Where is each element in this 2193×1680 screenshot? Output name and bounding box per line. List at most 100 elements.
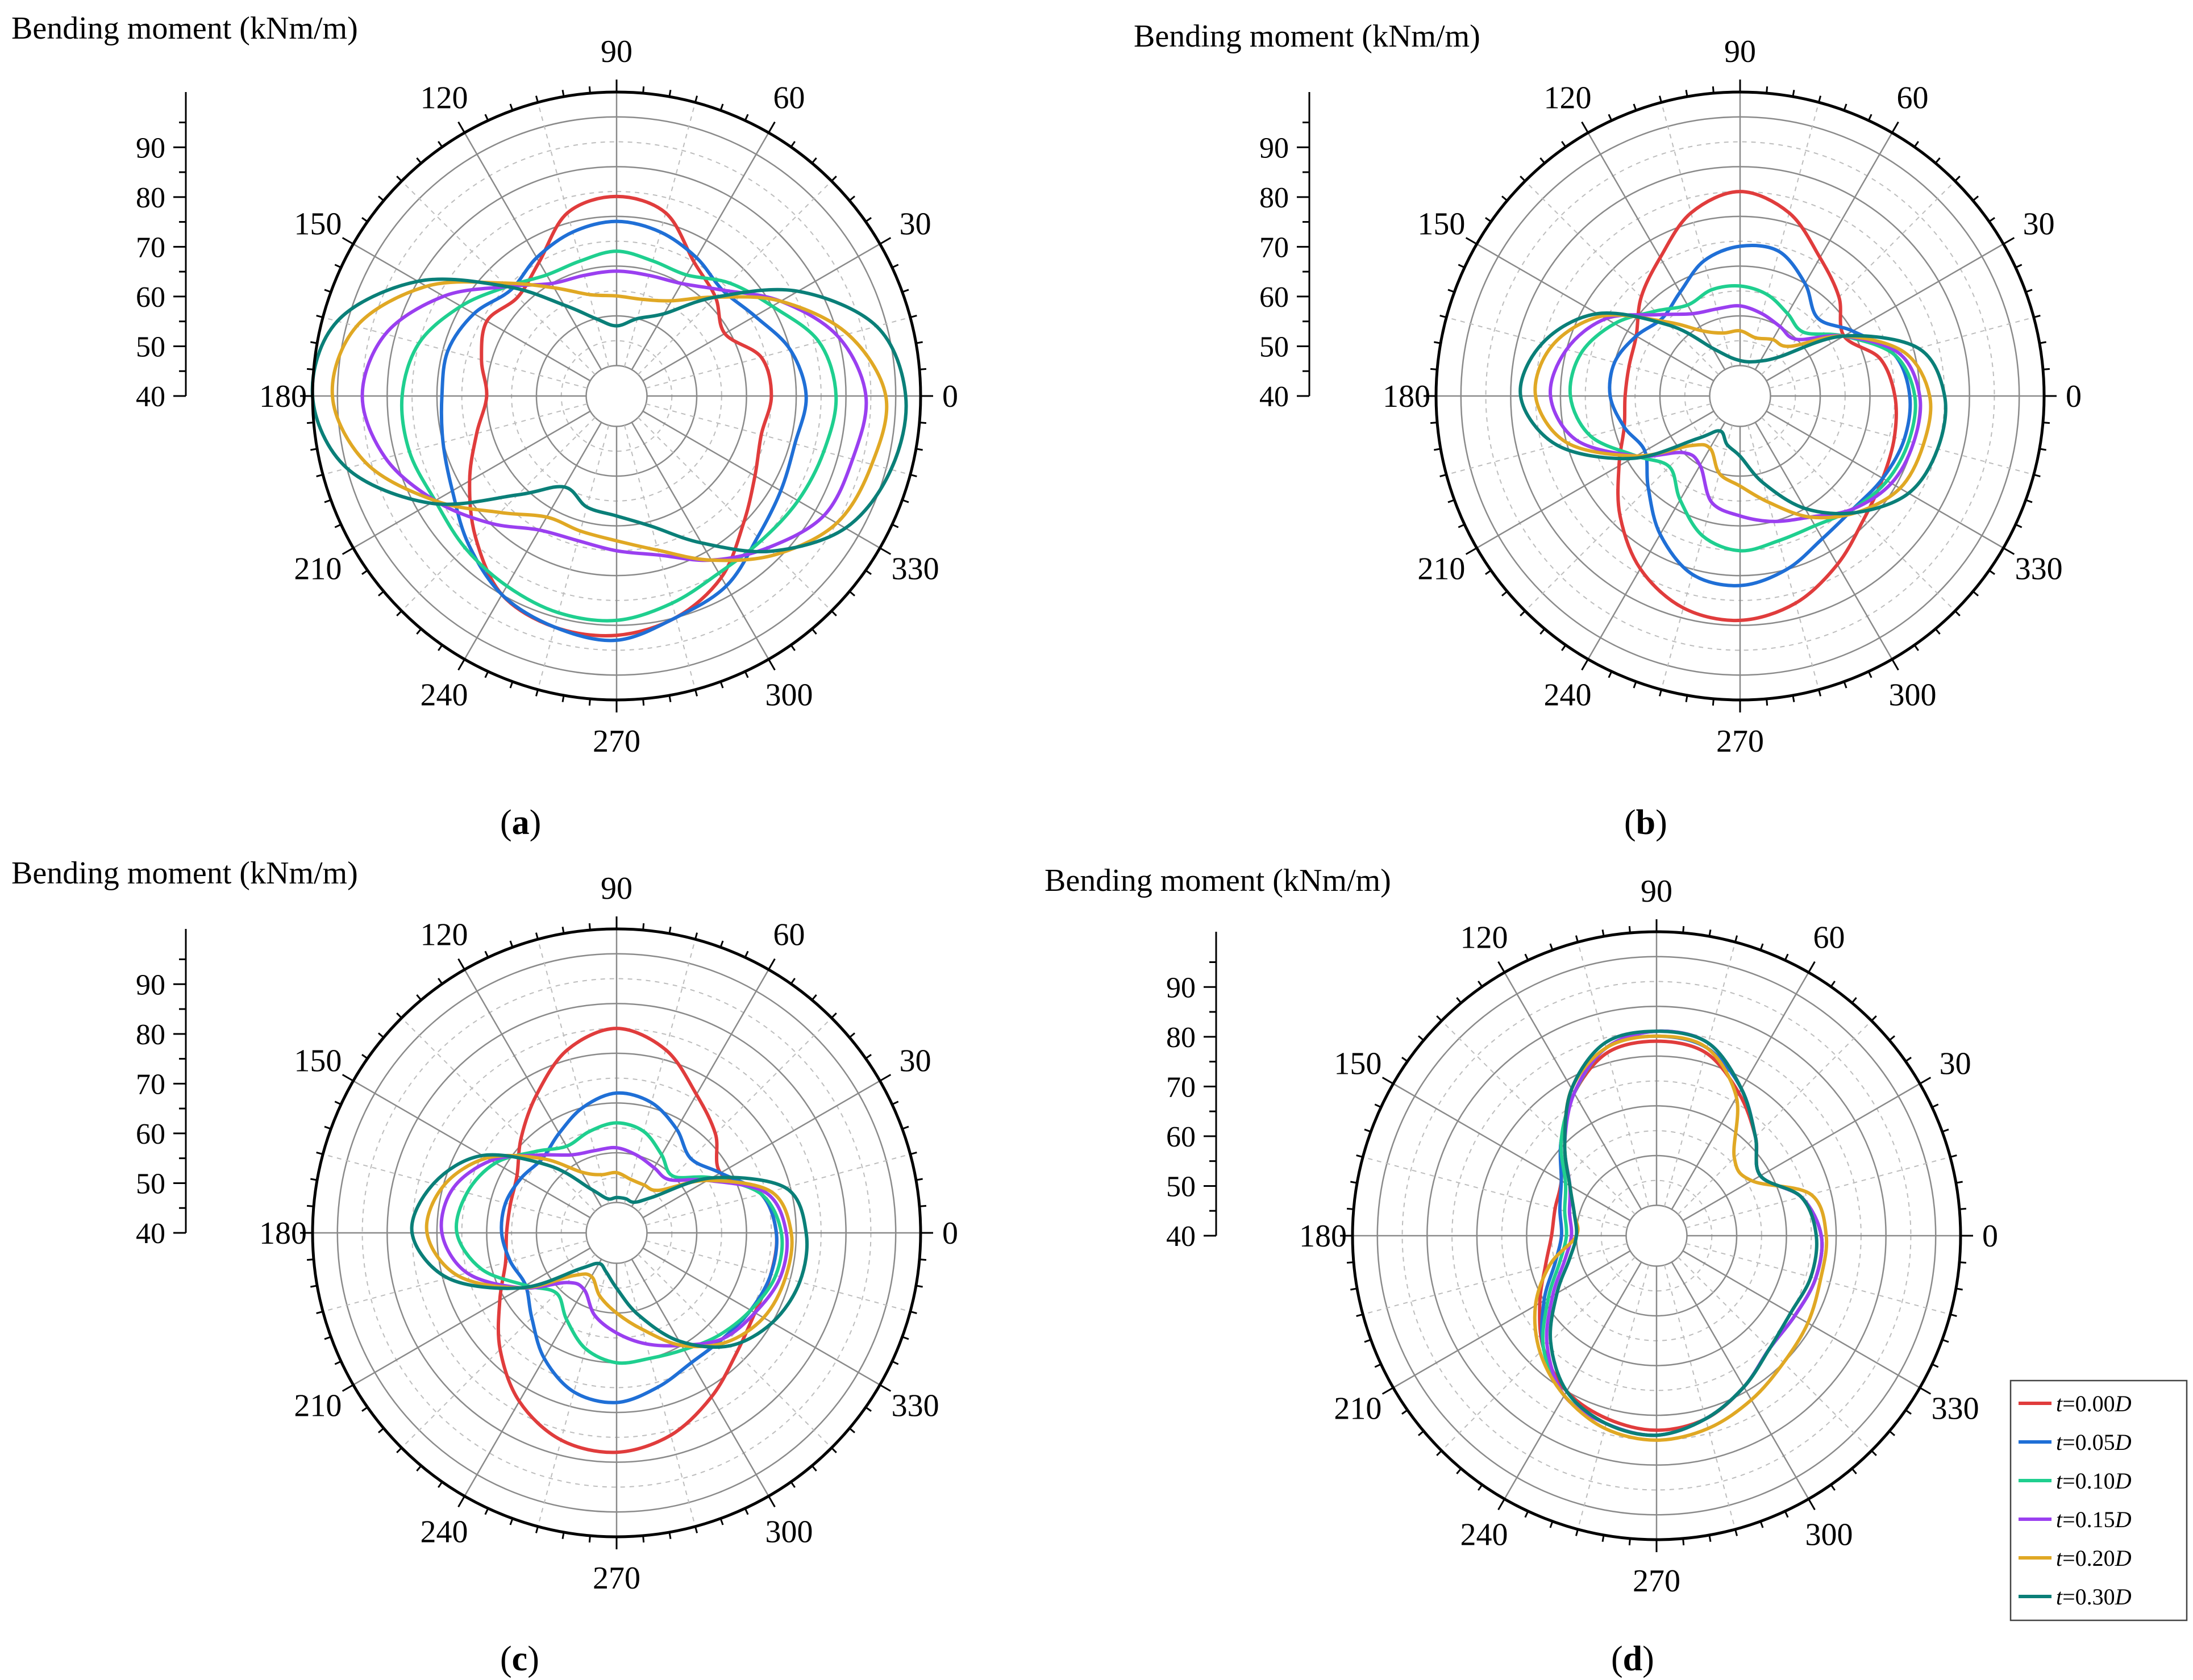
angular-tick — [535, 689, 539, 697]
radial-tick-label: 90 — [136, 132, 165, 164]
angular-tick — [2039, 341, 2046, 344]
angular-tick — [1905, 1409, 1912, 1415]
angular-tick — [1955, 1181, 1963, 1184]
angular-tick — [1658, 689, 1662, 697]
angular-tick — [1932, 1363, 1939, 1368]
angular-tick — [1434, 448, 1441, 451]
legend-var: t — [2056, 1584, 2063, 1610]
angular-tick — [831, 610, 837, 616]
radial-tick-label: 60 — [136, 1118, 165, 1150]
angular-tick — [1501, 195, 1508, 202]
angle-label: 330 — [1932, 1391, 1979, 1427]
angular-tick — [1784, 1511, 1789, 1518]
angular-tick — [535, 1526, 539, 1533]
angular-tick — [588, 1535, 591, 1543]
angular-tick — [790, 1481, 796, 1488]
series-line-t=0.00D — [468, 194, 773, 637]
angular-tick — [744, 951, 749, 958]
angular-tick — [1888, 1430, 1895, 1436]
angular-tick — [361, 1406, 368, 1412]
angular-tick — [2003, 237, 2015, 245]
angle-label: 240 — [1460, 1518, 1508, 1553]
angular-tick — [457, 958, 465, 970]
angular-tick — [1851, 1468, 1857, 1474]
major-spoke — [1682, 1083, 1920, 1222]
angular-tick — [1608, 114, 1613, 121]
angular-tick — [438, 141, 443, 148]
minor-spoke — [1661, 425, 1733, 690]
angular-tick — [719, 940, 724, 948]
angular-tick — [1465, 237, 1478, 245]
angular-tick — [892, 264, 899, 269]
angular-tick — [396, 1012, 402, 1019]
angular-tick — [378, 1427, 385, 1433]
angular-tick — [1381, 1387, 1394, 1395]
angular-tick — [2015, 523, 2023, 528]
angular-tick — [1759, 943, 1764, 951]
angle-label: 240 — [1544, 678, 1592, 713]
angular-tick — [416, 994, 422, 1001]
angular-tick — [588, 923, 591, 931]
angular-tick — [324, 499, 331, 503]
angular-tick — [1682, 926, 1685, 933]
angular-tick — [642, 923, 645, 931]
panel-label: (b) — [1624, 803, 1667, 842]
legend-var: t — [2056, 1545, 2063, 1571]
angular-tick — [457, 1495, 465, 1508]
angular-tick — [484, 671, 489, 678]
angular-tick — [1972, 590, 1979, 597]
angular-tick — [1628, 926, 1631, 933]
major-spoke — [642, 243, 880, 382]
angular-tick — [310, 1178, 318, 1181]
angular-tick — [902, 289, 909, 293]
angular-tick — [316, 1151, 323, 1155]
angular-tick — [561, 927, 565, 934]
panel-label-letter: c — [512, 1640, 528, 1678]
angle-label: 120 — [421, 80, 468, 115]
angle-label: 30 — [1940, 1047, 1971, 1082]
angular-tick — [879, 1074, 892, 1082]
angular-tick — [1633, 681, 1637, 689]
angular-tick — [484, 951, 489, 958]
angular-tick — [2025, 289, 2033, 293]
angular-tick — [1478, 1484, 1483, 1491]
series-line-t=0.00D — [1616, 190, 1898, 623]
angular-tick — [2039, 448, 2046, 451]
angular-tick — [1682, 1538, 1685, 1546]
legend-unit: D — [2115, 1391, 2132, 1416]
angular-tick — [1439, 474, 1447, 478]
radial-tick-label: 70 — [1166, 1071, 1196, 1103]
major-spoke — [1587, 422, 1726, 660]
angular-tick — [2025, 499, 2033, 503]
angle-label: 270 — [1633, 1564, 1680, 1599]
minor-spoke — [537, 425, 610, 690]
minor-spoke — [1577, 941, 1650, 1207]
angular-tick — [1439, 314, 1447, 318]
angular-tick — [1447, 289, 1455, 293]
legend-unit: D — [2115, 1468, 2132, 1494]
angular-tick — [1685, 695, 1688, 702]
angular-tick — [561, 1532, 565, 1539]
angle-label: 0 — [942, 1216, 958, 1251]
angular-tick — [378, 590, 385, 597]
angular-tick — [334, 523, 342, 528]
minor-spoke — [1678, 1257, 1872, 1452]
angular-tick — [2003, 547, 2015, 555]
angular-tick — [1575, 1529, 1579, 1536]
series-line-t=0.30D — [1518, 311, 1948, 516]
angular-tick — [1601, 929, 1605, 937]
angular-tick — [1867, 671, 1872, 678]
angular-tick — [1539, 628, 1546, 635]
polar-panel-d: 0 30 60 90 120 150 180 210 240 270 300 330 40 50 60 70 8… — [1045, 863, 1998, 1678]
angular-tick — [1401, 1057, 1408, 1062]
angle-label: 180 — [259, 1216, 307, 1251]
angle-label: 300 — [765, 678, 813, 713]
angle-label: 180 — [1299, 1219, 1347, 1254]
angular-tick — [1436, 1450, 1442, 1456]
angular-tick — [848, 590, 855, 597]
angular-tick — [744, 114, 749, 121]
major-spoke — [353, 1247, 591, 1386]
series-line-t=0.10D — [455, 1121, 784, 1365]
angular-tick — [790, 978, 796, 985]
angular-tick — [1934, 628, 1941, 635]
